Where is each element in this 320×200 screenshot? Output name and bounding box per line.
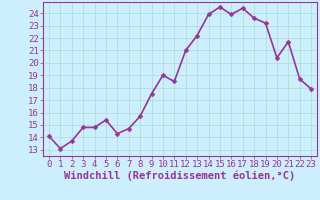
X-axis label: Windchill (Refroidissement éolien,°C): Windchill (Refroidissement éolien,°C)	[64, 171, 296, 181]
